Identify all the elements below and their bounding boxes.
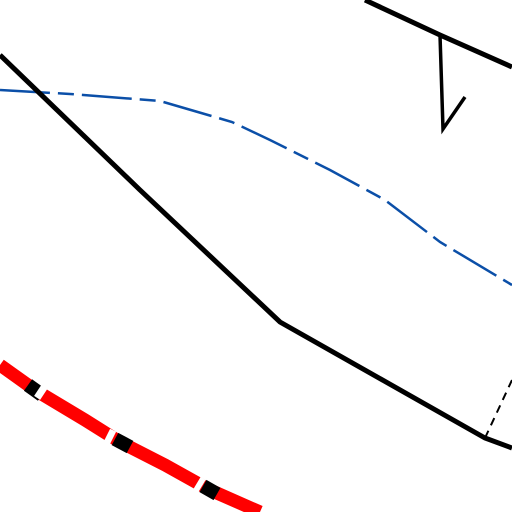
railway-gap-3 — [193, 476, 206, 493]
spur-marker-line — [438, 34, 467, 135]
main-road-line — [0, 53, 512, 451]
railway-tie-3 — [199, 479, 221, 501]
railway-gap-1 — [34, 384, 48, 400]
railway-gap-2 — [103, 428, 117, 445]
blue-boundary-line — [0, 88, 512, 287]
dashed-connector-line — [484, 379, 512, 439]
railway-line — [0, 359, 263, 512]
railway-tie-2 — [111, 432, 134, 454]
